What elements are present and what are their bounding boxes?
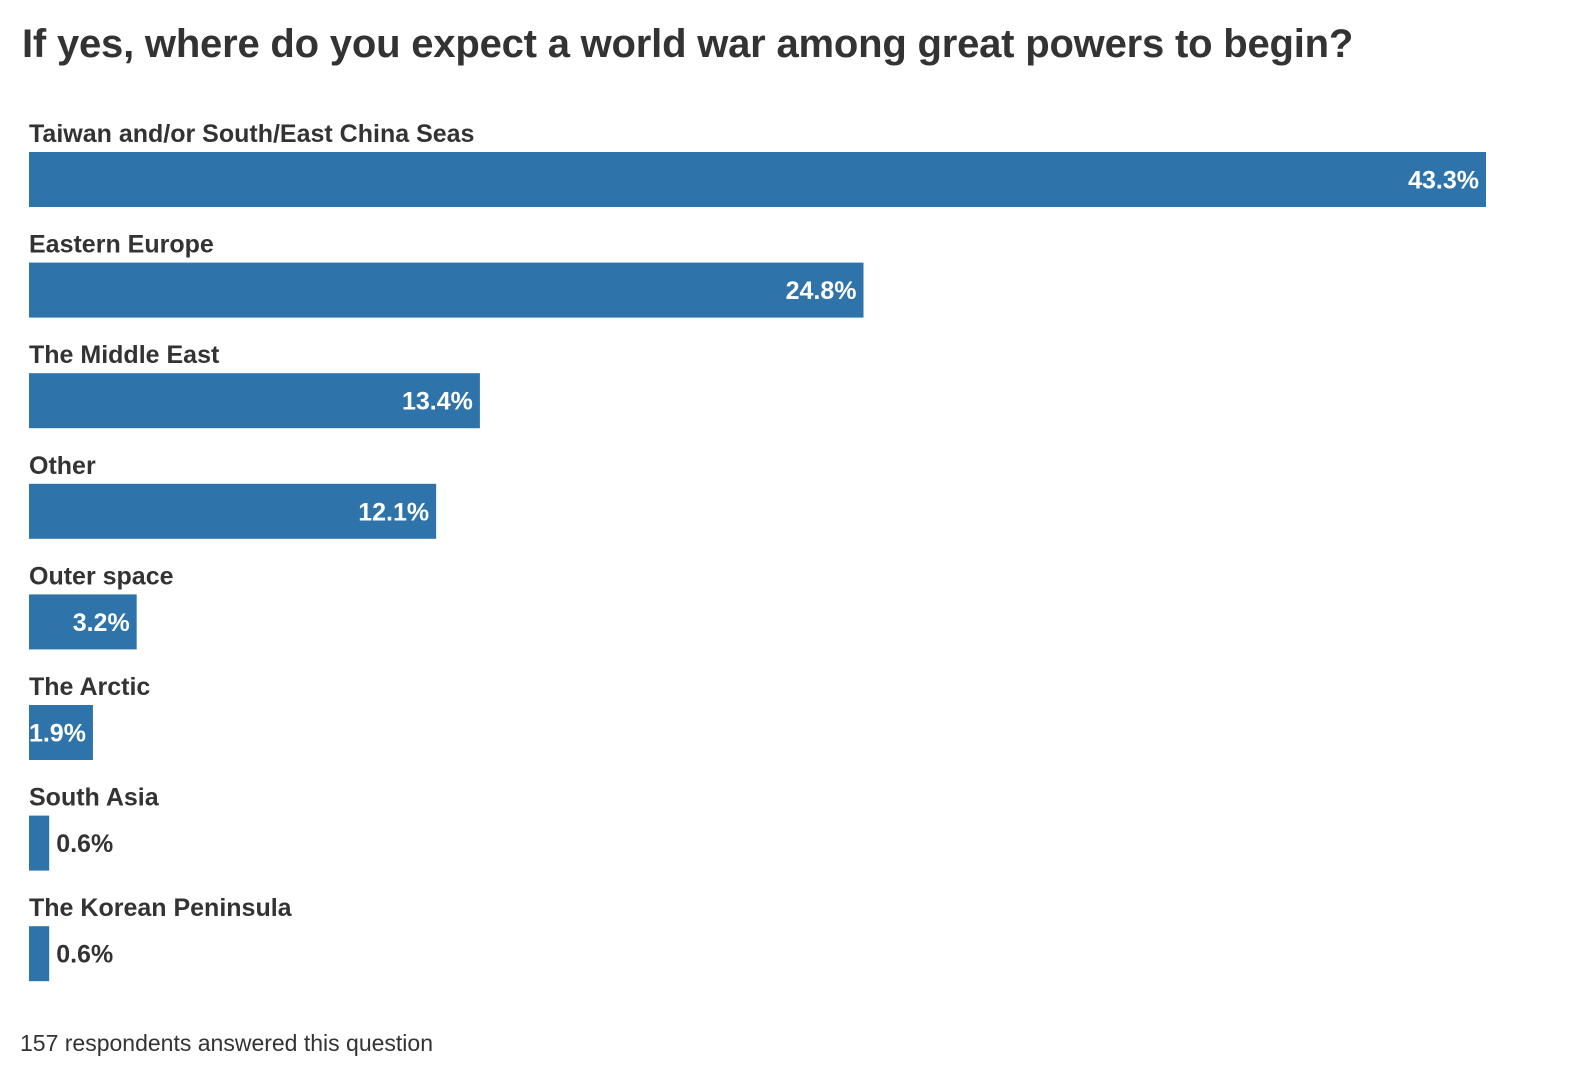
value-label: 12.1%	[358, 498, 429, 526]
value-label: 0.6%	[56, 830, 113, 858]
bar	[29, 483, 437, 539]
category-label: Eastern Europe	[29, 231, 214, 259]
category-label: The Korean Peninsula	[29, 894, 293, 922]
value-label: 24.8%	[786, 277, 857, 305]
category-label: Outer space	[29, 562, 174, 590]
value-label: 0.6%	[56, 941, 113, 969]
category-label: South Asia	[29, 784, 160, 812]
category-label: Taiwan and/or South/East China Seas	[29, 120, 474, 148]
value-label: 13.4%	[402, 388, 473, 416]
respondents-footnote: 157 respondents answered this question	[20, 1030, 434, 1056]
bar	[29, 373, 480, 429]
chart-title: If yes, where do you expect a world war …	[22, 22, 1354, 66]
bar	[29, 594, 137, 650]
category-label: The Middle East	[29, 341, 220, 369]
bar	[29, 926, 50, 982]
category-label: Other	[29, 452, 96, 480]
value-label: 3.2%	[73, 609, 130, 637]
bar	[29, 815, 50, 871]
value-label: 43.3%	[1408, 167, 1479, 195]
bar	[29, 262, 864, 318]
category-label: The Arctic	[29, 673, 150, 701]
value-label: 1.9%	[29, 720, 86, 748]
bar	[29, 152, 1486, 207]
bar	[29, 705, 93, 760]
